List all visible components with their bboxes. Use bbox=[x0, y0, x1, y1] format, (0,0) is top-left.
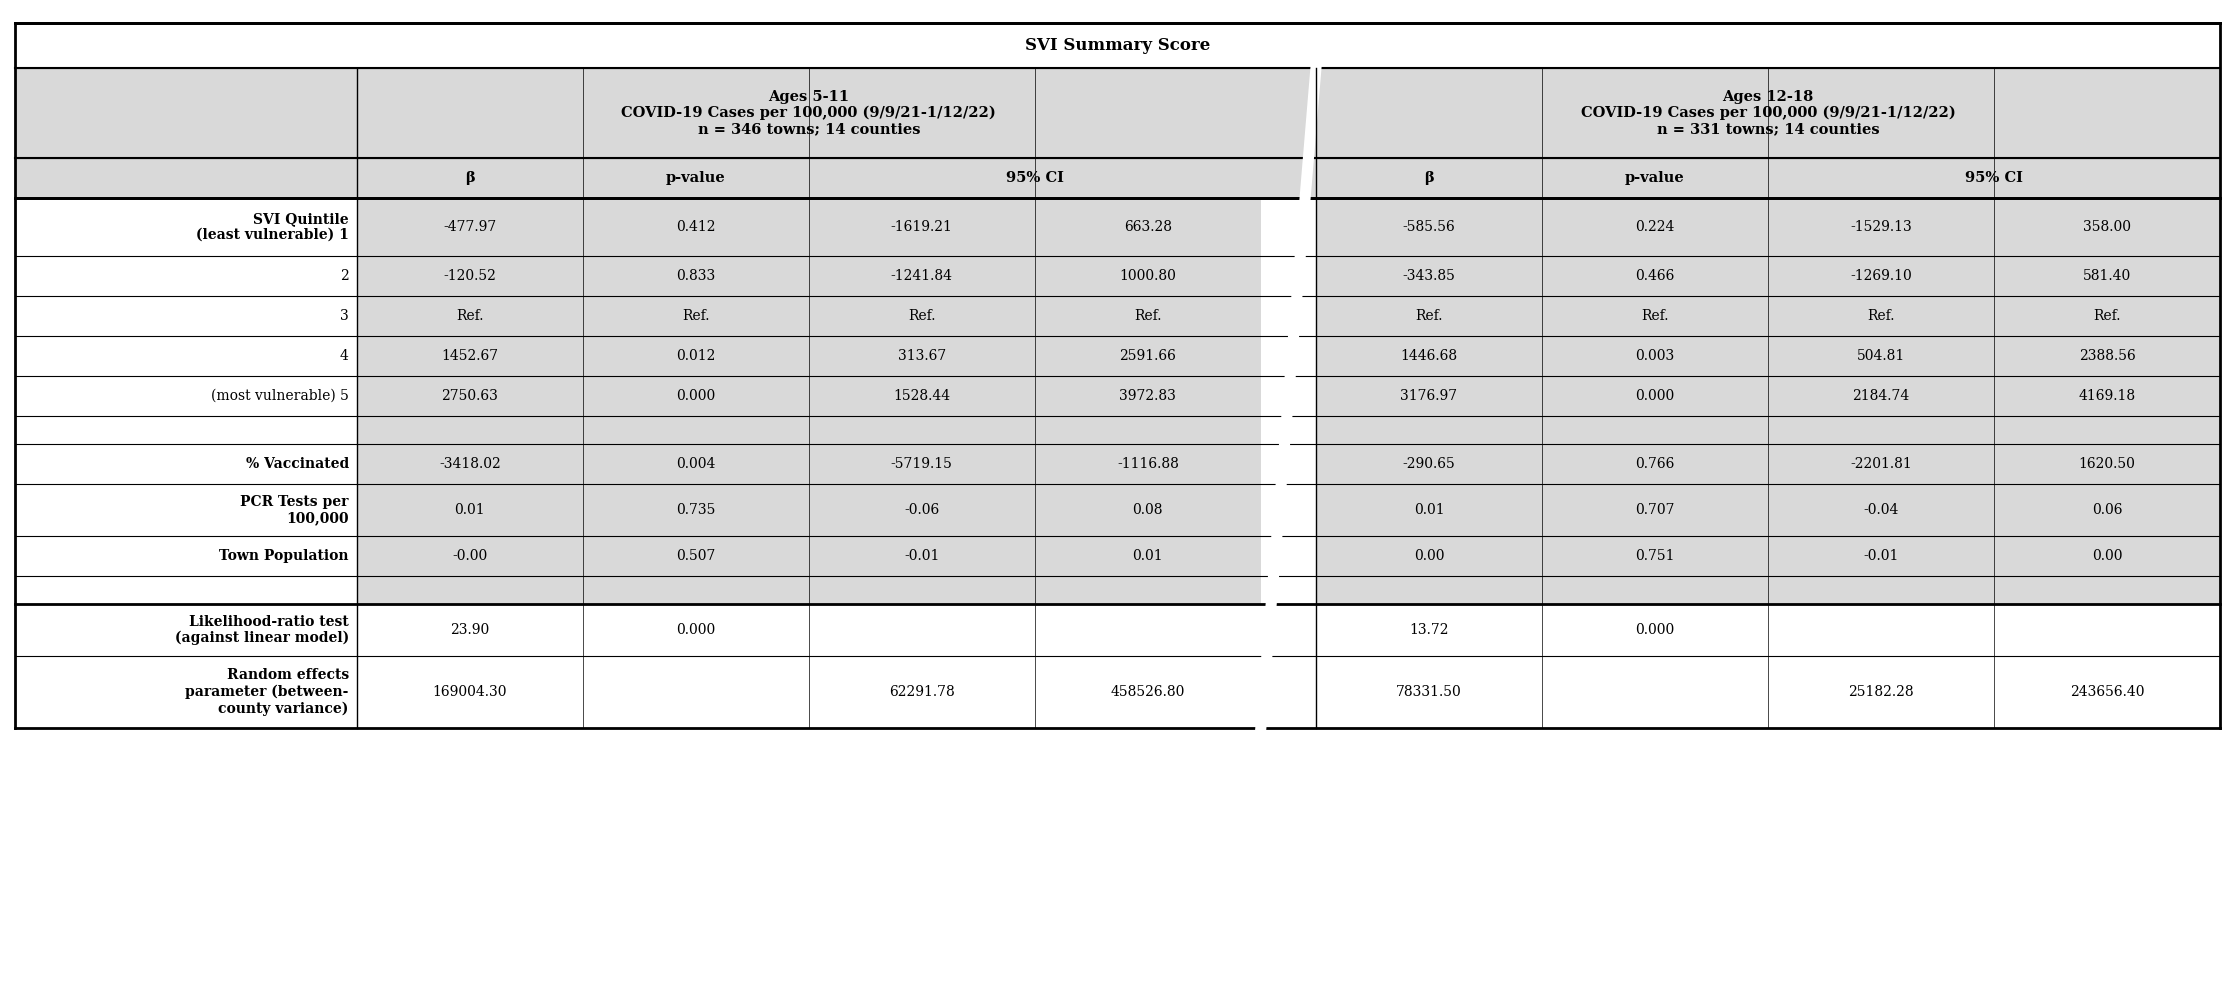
Text: SVI Summary Score: SVI Summary Score bbox=[1025, 37, 1211, 54]
Text: 2591.66: 2591.66 bbox=[1119, 349, 1177, 363]
Text: 3972.83: 3972.83 bbox=[1119, 389, 1177, 403]
Text: 0.012: 0.012 bbox=[677, 349, 715, 363]
Text: 0.000: 0.000 bbox=[677, 389, 715, 403]
Bar bbox=[1541, 444, 1767, 484]
Bar bbox=[1995, 416, 2221, 444]
Bar bbox=[1316, 444, 1541, 484]
Text: β: β bbox=[1423, 171, 1434, 185]
Bar bbox=[1260, 576, 1316, 604]
Bar bbox=[1316, 336, 1541, 376]
Text: -1241.84: -1241.84 bbox=[891, 269, 954, 283]
Bar bbox=[583, 336, 809, 376]
Bar bbox=[1541, 198, 1767, 256]
Bar bbox=[16, 256, 357, 296]
Bar bbox=[1260, 256, 1316, 296]
Text: p-value: p-value bbox=[666, 171, 726, 185]
Bar bbox=[1767, 576, 1995, 604]
Bar bbox=[1034, 484, 1260, 536]
Bar bbox=[583, 296, 809, 336]
Text: PCR Tests per
100,000: PCR Tests per 100,000 bbox=[241, 495, 349, 525]
Bar bbox=[16, 68, 2221, 158]
Bar bbox=[1995, 576, 2221, 604]
Text: 0.000: 0.000 bbox=[1635, 389, 1676, 403]
Bar bbox=[1995, 536, 2221, 576]
Text: 0.06: 0.06 bbox=[2091, 503, 2122, 517]
Text: 1620.50: 1620.50 bbox=[2078, 457, 2136, 471]
Bar bbox=[1995, 296, 2221, 336]
Text: 25182.28: 25182.28 bbox=[1848, 685, 1915, 699]
Text: Ages 5-11
COVID-19 Cases per 100,000 (9/9/21-1/12/22)
n = 346 towns; 14 counties: Ages 5-11 COVID-19 Cases per 100,000 (9/… bbox=[621, 90, 996, 136]
Bar bbox=[1767, 444, 1995, 484]
Bar bbox=[357, 336, 583, 376]
Text: 169004.30: 169004.30 bbox=[433, 685, 507, 699]
Bar bbox=[16, 198, 357, 256]
Bar bbox=[1034, 336, 1260, 376]
Bar bbox=[357, 376, 583, 416]
Text: 13.72: 13.72 bbox=[1410, 623, 1448, 637]
Bar bbox=[1316, 256, 1541, 296]
Bar bbox=[1034, 416, 1260, 444]
Bar bbox=[1541, 296, 1767, 336]
Bar bbox=[1541, 416, 1767, 444]
Bar bbox=[16, 416, 357, 444]
Text: 0.08: 0.08 bbox=[1133, 503, 1164, 517]
Bar bbox=[357, 576, 583, 604]
Bar bbox=[809, 576, 1034, 604]
Text: 0.00: 0.00 bbox=[2091, 549, 2122, 563]
Text: 3176.97: 3176.97 bbox=[1401, 389, 1457, 403]
Text: -120.52: -120.52 bbox=[442, 269, 496, 283]
Bar bbox=[1541, 484, 1767, 536]
Text: 0.003: 0.003 bbox=[1635, 349, 1676, 363]
Bar bbox=[1260, 296, 1316, 336]
Bar bbox=[16, 484, 357, 536]
Text: 23.90: 23.90 bbox=[451, 623, 489, 637]
Text: 0.004: 0.004 bbox=[677, 457, 715, 471]
Bar bbox=[809, 416, 1034, 444]
Bar bbox=[809, 444, 1034, 484]
Text: 1446.68: 1446.68 bbox=[1401, 349, 1457, 363]
Bar bbox=[1995, 256, 2221, 296]
Text: 0.412: 0.412 bbox=[677, 220, 715, 234]
Bar bbox=[809, 296, 1034, 336]
Text: Ref.: Ref. bbox=[907, 309, 936, 323]
Bar bbox=[1034, 198, 1260, 256]
Bar bbox=[16, 376, 357, 416]
Bar bbox=[583, 416, 809, 444]
Text: 95% CI: 95% CI bbox=[1005, 171, 1063, 185]
Bar bbox=[1316, 296, 1541, 336]
Bar bbox=[357, 256, 583, 296]
Text: -1529.13: -1529.13 bbox=[1850, 220, 1912, 234]
Text: p-value: p-value bbox=[1624, 171, 1684, 185]
Text: -0.01: -0.01 bbox=[1863, 549, 1899, 563]
Text: 313.67: 313.67 bbox=[898, 349, 945, 363]
Text: 0.707: 0.707 bbox=[1635, 503, 1676, 517]
Bar bbox=[583, 198, 809, 256]
Bar bbox=[1034, 536, 1260, 576]
Text: Ref.: Ref. bbox=[456, 309, 483, 323]
Text: 243656.40: 243656.40 bbox=[2069, 685, 2145, 699]
Bar bbox=[1767, 536, 1995, 576]
Text: -5719.15: -5719.15 bbox=[891, 457, 952, 471]
Text: β: β bbox=[465, 171, 474, 185]
Text: -0.01: -0.01 bbox=[905, 549, 941, 563]
Bar bbox=[357, 444, 583, 484]
Text: Town Population: Town Population bbox=[219, 549, 349, 563]
Text: 0.507: 0.507 bbox=[677, 549, 715, 563]
Bar bbox=[1260, 416, 1316, 444]
Text: 663.28: 663.28 bbox=[1124, 220, 1173, 234]
Bar bbox=[1541, 376, 1767, 416]
Text: 0.833: 0.833 bbox=[677, 269, 715, 283]
Text: 62291.78: 62291.78 bbox=[889, 685, 954, 699]
Bar bbox=[1316, 536, 1541, 576]
Bar bbox=[357, 198, 583, 256]
Text: -290.65: -290.65 bbox=[1403, 457, 1454, 471]
Bar bbox=[357, 536, 583, 576]
Text: -0.00: -0.00 bbox=[451, 549, 487, 563]
Bar bbox=[357, 416, 583, 444]
Text: 0.00: 0.00 bbox=[1414, 549, 1443, 563]
Text: 0.766: 0.766 bbox=[1635, 457, 1676, 471]
Text: -1116.88: -1116.88 bbox=[1117, 457, 1180, 471]
Text: SVI Quintile
(least vulnerable) 1: SVI Quintile (least vulnerable) 1 bbox=[197, 212, 349, 242]
Text: -2201.81: -2201.81 bbox=[1850, 457, 1912, 471]
Text: -1269.10: -1269.10 bbox=[1850, 269, 1912, 283]
